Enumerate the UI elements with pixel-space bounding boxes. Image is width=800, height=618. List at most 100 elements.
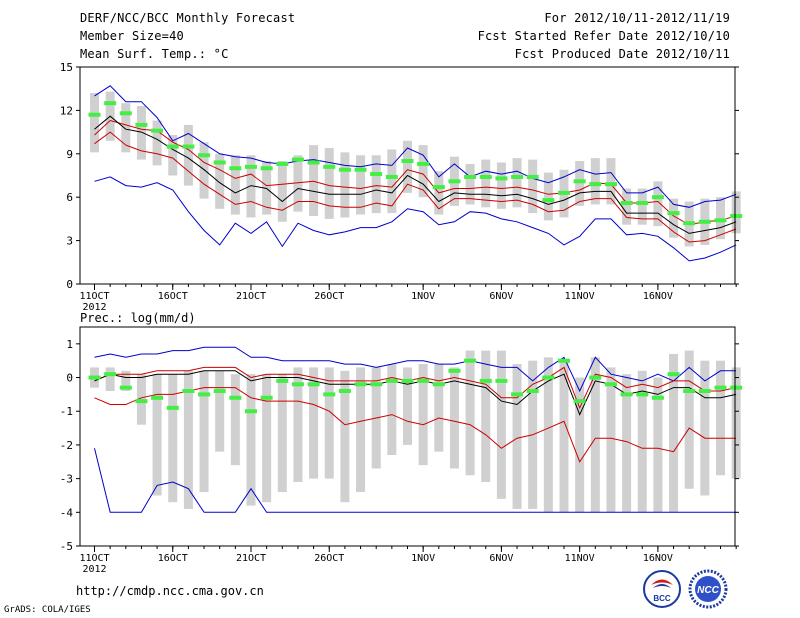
y-tick-label: 0 [66,278,73,291]
median-marker [636,392,649,397]
ensemble-box [637,370,647,513]
ensemble-box [575,377,585,513]
forecast-period: For 2012/10/11-2012/11/19 [544,11,730,25]
y-tick-label: 0 [66,372,73,385]
median-marker [166,405,179,410]
median-marker [683,221,696,226]
median-marker [338,167,351,172]
ensemble-box [371,155,381,214]
median-marker [401,159,414,164]
ensemble-box [324,148,334,219]
median-marker [698,389,711,394]
median-marker [464,358,477,363]
ensemble-box [512,364,522,509]
ensemble-box [183,124,193,186]
ensemble-box [136,106,146,160]
median-marker [526,389,539,394]
median-marker [714,385,727,390]
ensemble-box [152,374,162,496]
ensemble-box [356,367,366,493]
ensemble-box [606,158,616,205]
ensemble-box [575,161,585,206]
median-marker [636,200,649,205]
median-marker [88,112,101,117]
median-marker [495,176,508,181]
ensemble-box [700,360,710,496]
median-marker [589,375,602,380]
ensemble-box [528,159,538,214]
ensemble-box [606,367,616,513]
median-marker [88,375,101,380]
ensemble-box [653,181,663,227]
ensemble-box [543,357,553,513]
precip-title: Prec.: log(mm/d) [80,311,196,325]
ensemble-box [230,155,240,215]
median-marker [401,378,414,383]
median-marker [182,144,195,149]
median-marker [307,160,320,165]
x-tick-label: 16NOV [643,291,673,302]
y-tick-label: 3 [66,235,73,248]
median-marker [620,392,633,397]
x-tick-label: 1NOV [411,553,435,564]
ensemble-box [559,360,569,513]
median-marker [151,395,164,400]
y-tick-label: 15 [60,61,73,74]
median-marker [511,174,524,179]
ensemble-box [465,163,475,205]
ensemble-box [356,155,366,215]
ensemble-box [731,367,741,479]
ensemble-box [293,367,303,482]
median-marker [604,382,617,387]
median-marker [385,174,398,179]
median-marker [370,172,383,177]
ncc-logo-text: NCC [697,585,719,596]
footer-url[interactable]: http://cmdp.ncc.cma.gov.cn [76,584,264,598]
median-marker [730,385,743,390]
panel-precipitation: -5 -4 -3 -2 -1 0 1 11OCT 16OCT 21OCT 26OCT 1NOV 6NOV… [60,326,743,575]
median-marker [119,385,132,390]
ensemble-box [481,159,491,208]
ensemble-box [684,350,694,489]
ensemble-box [716,197,725,240]
median-marker [417,161,430,166]
ensemble-box [121,370,131,392]
median-marker [730,214,743,219]
x-tick-label: 16NOV [643,553,673,564]
median-marker [573,179,586,184]
ensemble-mean-line [94,115,737,234]
ensemble-box [340,152,350,218]
ensemble-box [653,377,663,513]
median-marker [151,128,164,133]
y-tick-label: 12 [60,104,73,117]
median-marker [213,389,226,394]
median-marker [448,179,461,184]
median-marker [229,166,242,171]
median-marker [651,395,664,400]
ensemble-box [403,140,412,193]
ensemble-min-line [94,176,737,262]
y-tick-label: 1 [66,338,73,351]
median-marker [667,372,680,377]
median-marker [558,358,570,363]
median-marker [135,122,148,127]
x-tick-label: 11OCT [79,553,109,564]
fcst-started-date: Fcst Started Refer Date 2012/10/10 [477,29,730,43]
median-marker [166,144,179,149]
ensemble-box [199,370,209,493]
x-tick-label: 1NOV [411,291,435,302]
ensemble-box [183,370,193,509]
ensemble-box [246,374,256,506]
ensemble-max-line [94,346,737,393]
variable-label: Mean Surf. Temp.: °C [80,47,229,61]
ensemble-box [246,155,256,218]
median-marker [198,153,211,158]
median-marker [104,372,117,377]
median-marker [182,389,195,394]
x-tick-label: 16OCT [158,553,188,564]
median-marker [667,211,680,216]
ensemble-box [230,374,240,466]
ensemble-box [215,370,225,452]
ensemble-box [105,367,115,392]
median-marker [119,111,132,116]
